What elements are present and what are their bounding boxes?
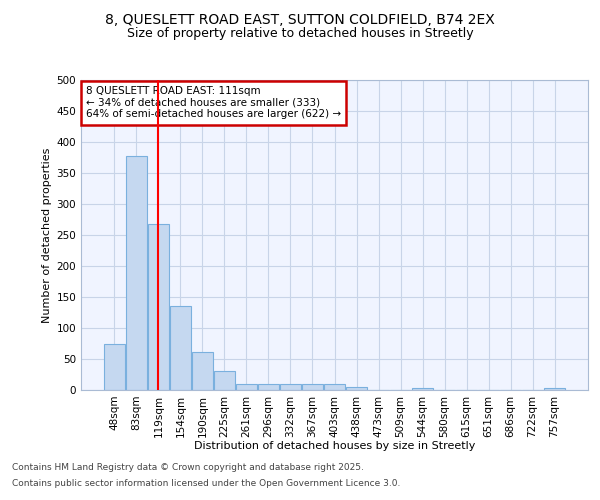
X-axis label: Distribution of detached houses by size in Streetly: Distribution of detached houses by size … xyxy=(194,441,475,451)
Text: 8, QUESLETT ROAD EAST, SUTTON COLDFIELD, B74 2EX: 8, QUESLETT ROAD EAST, SUTTON COLDFIELD,… xyxy=(105,12,495,26)
Bar xyxy=(302,384,323,390)
Text: 8 QUESLETT ROAD EAST: 111sqm
← 34% of detached houses are smaller (333)
64% of s: 8 QUESLETT ROAD EAST: 111sqm ← 34% of de… xyxy=(86,86,341,120)
Text: Size of property relative to detached houses in Streetly: Size of property relative to detached ho… xyxy=(127,28,473,40)
Text: Contains public sector information licensed under the Open Government Licence 3.: Contains public sector information licen… xyxy=(12,478,400,488)
Bar xyxy=(148,224,169,390)
Bar xyxy=(346,387,367,390)
Bar xyxy=(170,306,191,390)
Bar xyxy=(544,388,565,390)
Bar xyxy=(192,352,213,390)
Y-axis label: Number of detached properties: Number of detached properties xyxy=(42,148,52,322)
Bar xyxy=(280,384,301,390)
Bar xyxy=(412,388,433,390)
Bar xyxy=(236,384,257,390)
Bar xyxy=(324,384,345,390)
Bar xyxy=(126,156,147,390)
Bar xyxy=(104,344,125,390)
Text: Contains HM Land Registry data © Crown copyright and database right 2025.: Contains HM Land Registry data © Crown c… xyxy=(12,464,364,472)
Bar xyxy=(258,384,279,390)
Bar xyxy=(214,372,235,390)
